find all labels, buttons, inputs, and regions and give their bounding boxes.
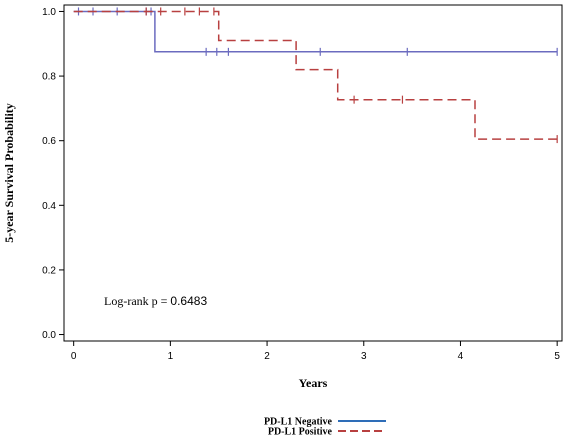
annotation: Log-rank p = 0.6483 (104, 294, 207, 308)
y-axis-title: 5-year Survival Probability (2, 103, 16, 243)
x-tick-label: 1 (168, 351, 174, 362)
y-tick-label: 0.2 (42, 265, 56, 276)
series-line-pd-l1-negative (73, 10, 558, 53)
y-tick-label: 0.8 (42, 72, 56, 83)
y-tick-label: 0.6 (42, 136, 56, 147)
y-tick-label: 0.0 (42, 330, 56, 341)
y-tick-label: 1.0 (42, 7, 56, 18)
annotation-value: 0.6483 (170, 294, 207, 308)
annotation-prefix: Log-rank p = (104, 294, 170, 308)
y-axis: 0.0 0.2 0.4 0.6 0.8 1.0 (42, 7, 64, 341)
series-layer (73, 7, 558, 144)
legend-label: PD-L1 Positive (268, 427, 333, 438)
x-tick-label: 5 (554, 351, 560, 362)
x-tick-label: 0 (71, 351, 77, 362)
series-line-pd-l1-positive (73, 10, 558, 140)
x-axis-title: Years (299, 376, 328, 390)
x-axis: 0 1 2 3 4 5 (71, 341, 560, 362)
legend-label: PD-L1 Negative (264, 417, 333, 428)
y-tick-label: 0.4 (42, 201, 56, 212)
x-tick-label: 4 (458, 351, 464, 362)
x-tick-label: 2 (264, 351, 270, 362)
x-tick-label: 3 (361, 351, 367, 362)
plot-frame (63, 4, 563, 342)
